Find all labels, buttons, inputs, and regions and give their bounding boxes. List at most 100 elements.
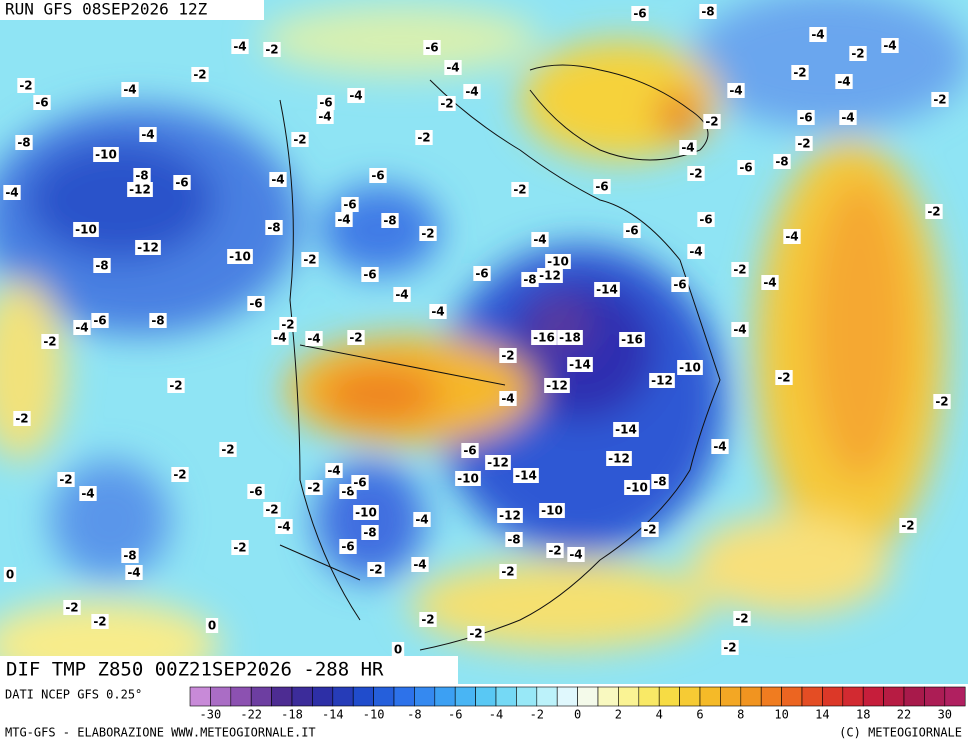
contour-label: -2 (265, 503, 278, 517)
header-box (0, 0, 264, 20)
contour-label: -4 (713, 440, 726, 454)
contour-label-box (438, 96, 456, 111)
contour-label: -2 (793, 66, 806, 80)
contour-label-box (783, 229, 801, 244)
contour-label-box (391, 642, 405, 657)
contour-label: -12 (651, 374, 673, 388)
contour-label-box (317, 95, 335, 110)
contour-label: -18 (559, 331, 581, 345)
contour-label: -12 (546, 379, 568, 393)
contour-label-box (205, 618, 219, 633)
colorbar-tick-label: 4 (656, 708, 663, 722)
contour-label-box (731, 322, 749, 337)
contour-label: -6 (799, 111, 812, 125)
contour-label: -10 (457, 472, 479, 486)
contour-label: -2 (65, 601, 78, 615)
contour-label-box (419, 612, 437, 627)
contour-label-box (567, 357, 593, 372)
contour-label: -14 (515, 469, 537, 483)
colorbar-tick-label: -8 (407, 708, 421, 722)
colorbar-swatch (679, 686, 701, 707)
contour-label: -6 (673, 278, 686, 292)
contour-label-box (93, 147, 119, 162)
contour-label-box (773, 154, 791, 169)
contour-label-box (73, 320, 91, 335)
contour-label-box (931, 92, 949, 107)
contour-label-box (499, 564, 517, 579)
contour-label: -6 (425, 41, 438, 55)
colorbar-swatch (516, 686, 538, 707)
colorbar-swatch (944, 686, 966, 707)
colorbar-tick-label: -18 (281, 708, 303, 722)
contour-label: -6 (319, 96, 332, 110)
contour-label-box (631, 6, 649, 21)
contour-label: -2 (513, 183, 526, 197)
contour-label-box (167, 378, 185, 393)
contour-label-box (263, 42, 281, 57)
colorbar-swatch (760, 686, 782, 707)
contour-label-box (79, 486, 97, 501)
colorbar-swatch (842, 686, 864, 707)
contour-label-box (539, 503, 565, 518)
contour-label: 0 (208, 619, 216, 633)
contour-label: -6 (625, 224, 638, 238)
contour-label: 0 (6, 568, 14, 582)
contour-label: -2 (643, 523, 656, 537)
contour-label-box (73, 222, 99, 237)
contour-label: -2 (733, 263, 746, 277)
contour-label: -2 (15, 412, 28, 426)
colorbar-swatch (658, 686, 680, 707)
contour-label-box (557, 330, 583, 345)
contour-label-box (325, 463, 343, 478)
contour-label: -6 (249, 485, 262, 499)
contour-label: -2 (293, 133, 306, 147)
colorbar-tick-label: 14 (815, 708, 829, 722)
contour-label: -10 (541, 504, 563, 518)
contour-label-box (775, 370, 793, 385)
contour-label: -2 (173, 468, 186, 482)
colorbar-swatch (781, 686, 803, 707)
contour-label: -8 (17, 136, 30, 150)
colorbar-tick-label: 0 (574, 708, 581, 722)
contour-label: -10 (547, 255, 569, 269)
contour-label: -4 (413, 558, 426, 572)
colorbar-tick-label: -2 (530, 708, 544, 722)
contour-label-box (697, 212, 715, 227)
contour-label: -4 (5, 186, 18, 200)
map: -4 -2 -6-4-2-4-2-6 -6 -4-4-2-4-4-8 -2 -2-10-8-… (0, 0, 968, 684)
contour-label-box (139, 127, 157, 142)
contour-label: -4 (465, 85, 478, 99)
colorbar-swatch (250, 686, 272, 707)
contour-label-box (381, 213, 399, 228)
contour-label: -4 (811, 28, 824, 42)
contour-label: -10 (355, 506, 377, 520)
contour-label-box (415, 130, 433, 145)
contour-label: -2 (501, 565, 514, 579)
contour-label-box (361, 525, 379, 540)
contour-label-box (301, 252, 319, 267)
colorbar-tick-label: 6 (696, 708, 703, 722)
contour-label-box (191, 67, 209, 82)
contour-label-box (291, 132, 309, 147)
contour-label: -12 (487, 456, 509, 470)
contour-label: -2 (59, 473, 72, 487)
colorbar-swatch (618, 686, 640, 707)
colorbar: -30 -22 -18 -14 -10 -8 -6 -4 -2 0 2 4 6 8 10 14 18 22 30 (189, 686, 966, 722)
contour-label: -4 (318, 110, 331, 124)
contour-label: -4 (127, 566, 140, 580)
colorbar-swatch (577, 686, 599, 707)
colorbar-swatch (189, 686, 211, 707)
contour-label: -4 (883, 39, 896, 53)
field-area (690, 515, 890, 615)
contour-label-box (393, 287, 411, 302)
contour-label: -8 (775, 155, 788, 169)
colorbar-tick-label: -10 (363, 708, 385, 722)
contour-label-box (679, 140, 697, 155)
contour-label-box (835, 74, 853, 89)
contour-label-box (881, 38, 899, 53)
contour-label-box (269, 172, 287, 187)
colorbar-swatch (271, 686, 293, 707)
colorbar-tick-label: -22 (240, 708, 262, 722)
contour-label: -2 (851, 47, 864, 61)
contour-label-box (513, 468, 539, 483)
